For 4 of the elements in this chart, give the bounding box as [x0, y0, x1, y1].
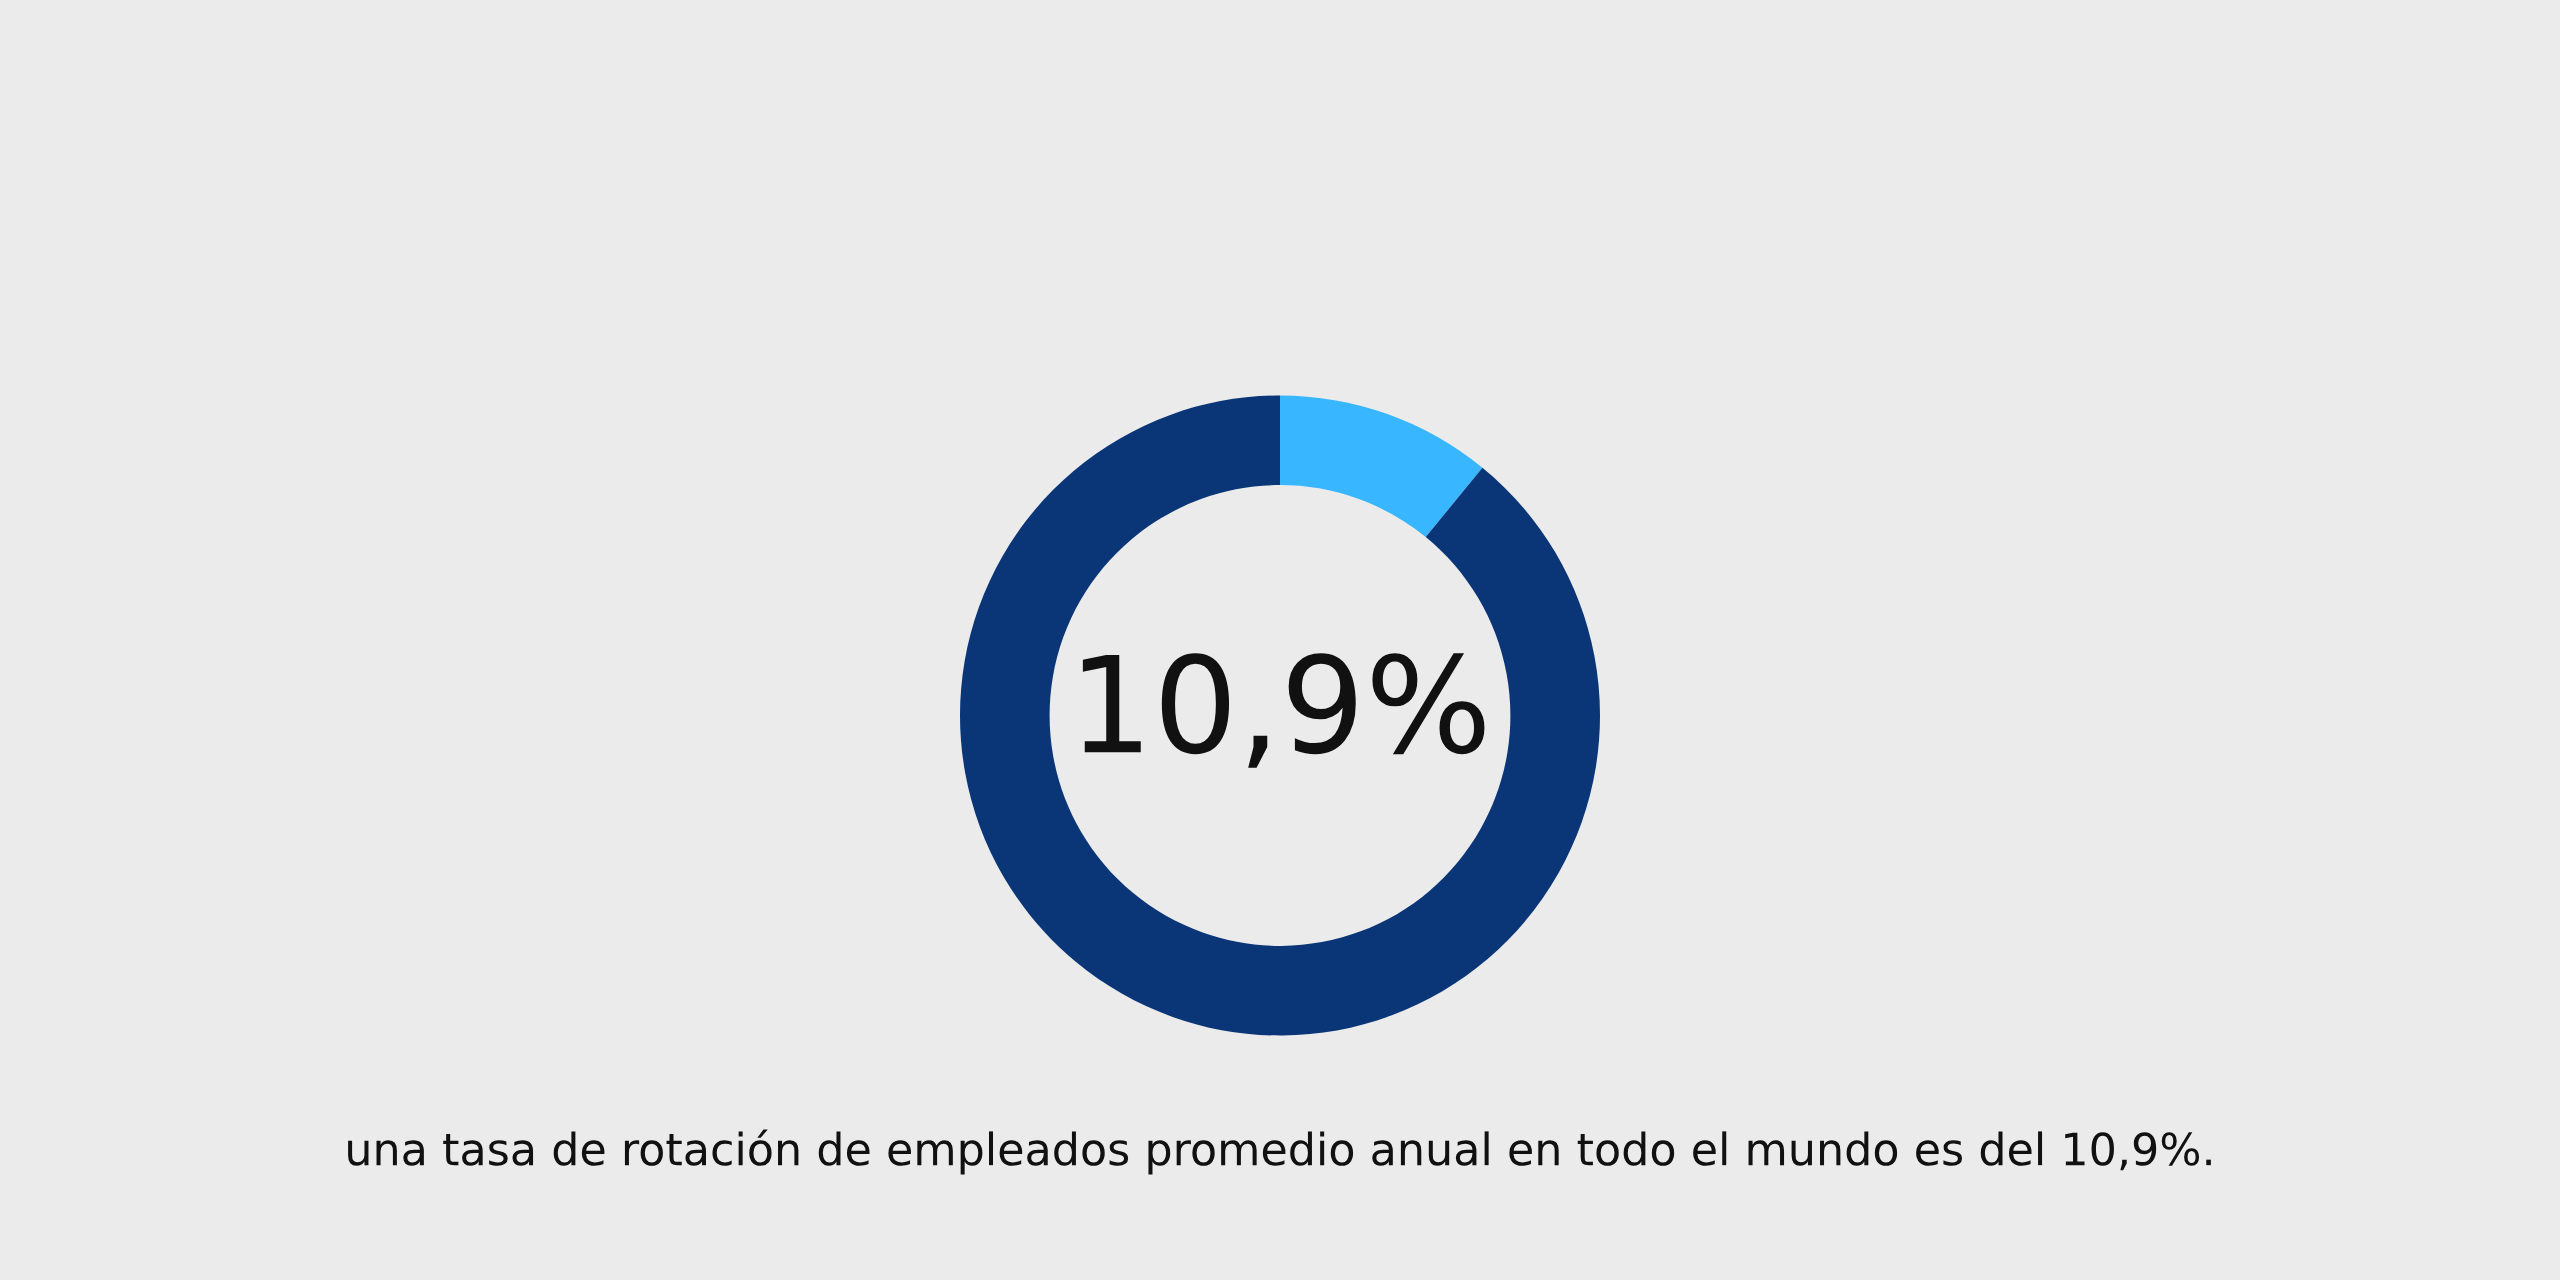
donut-slice	[1280, 395, 1483, 538]
text: una tasa de rotación de empleados promedio anual en todo el mundo es del 10,9%.	[348, 1129, 2211, 1175]
data-label: 10,9%	[1082, 653, 1485, 768]
donut-slice	[960, 395, 1600, 1036]
